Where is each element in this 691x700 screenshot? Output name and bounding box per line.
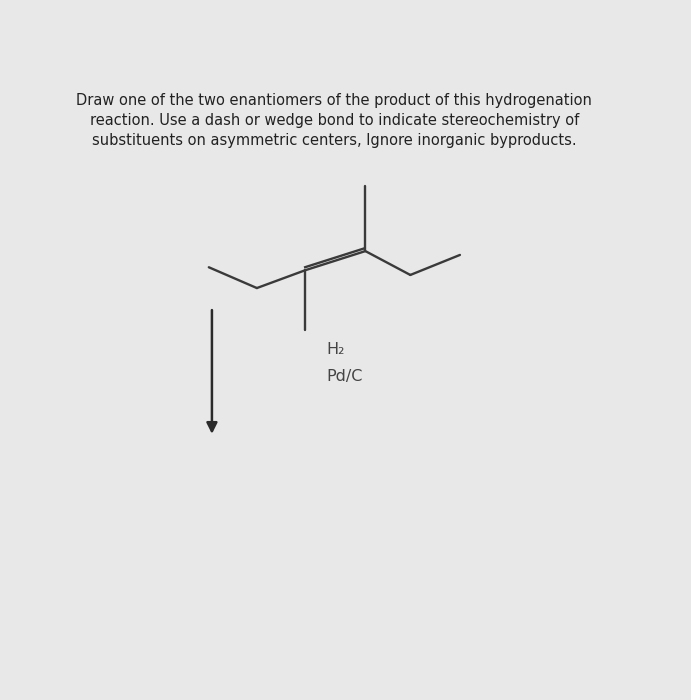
Text: Pd/C: Pd/C [327, 369, 363, 384]
Text: H₂: H₂ [327, 342, 345, 357]
Text: Draw one of the two enantiomers of the product of this hydrogenation
reaction. U: Draw one of the two enantiomers of the p… [77, 93, 592, 148]
